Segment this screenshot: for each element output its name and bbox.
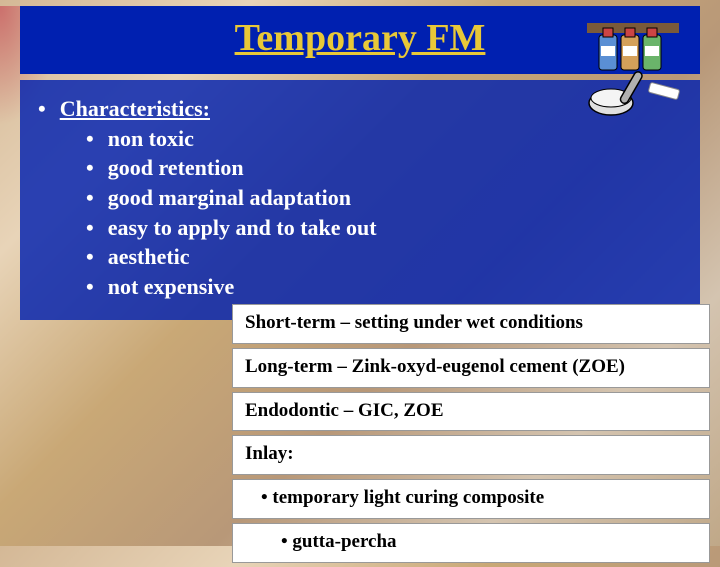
characteristic-item: • not expensive <box>38 272 682 302</box>
characteristic-item: • good retention <box>38 153 682 183</box>
material-item: Inlay: <box>232 435 710 475</box>
characteristic-text: easy to apply and to take out <box>108 213 377 243</box>
characteristic-item: • aesthetic <box>38 242 682 272</box>
characteristic-item: • easy to apply and to take out <box>38 213 682 243</box>
characteristic-text: not expensive <box>108 272 235 302</box>
characteristic-text: non toxic <box>108 124 194 154</box>
bullet-icon: • <box>86 242 94 272</box>
heading-text: Characteristics: <box>60 94 210 124</box>
material-item: • gutta-percha <box>232 523 710 563</box>
material-item: Short-term – setting under wet condition… <box>232 304 710 344</box>
bullet-icon: • <box>86 213 94 243</box>
material-item: Endodontic – GIC, ZOE <box>232 392 710 432</box>
characteristic-item: • good marginal adaptation <box>38 183 682 213</box>
bullet-icon: • <box>86 272 94 302</box>
characteristic-text: good marginal adaptation <box>108 183 351 213</box>
bullet-icon: • <box>86 153 94 183</box>
materials-list: Short-term – setting under wet condition… <box>232 304 710 567</box>
bullet-icon: • <box>86 183 94 213</box>
material-item: Long-term – Zink-oxyd-eugenol cement (ZO… <box>232 348 710 388</box>
slide-title: Temporary FM <box>235 17 486 59</box>
characteristic-text: aesthetic <box>108 242 190 272</box>
characteristic-item: • non toxic <box>38 124 682 154</box>
medicine-bottles-icon <box>579 8 694 123</box>
bullet-icon: • <box>38 94 46 124</box>
bullet-icon: • <box>86 124 94 154</box>
characteristic-text: good retention <box>108 153 244 183</box>
material-item: • temporary light curing composite <box>232 479 710 519</box>
